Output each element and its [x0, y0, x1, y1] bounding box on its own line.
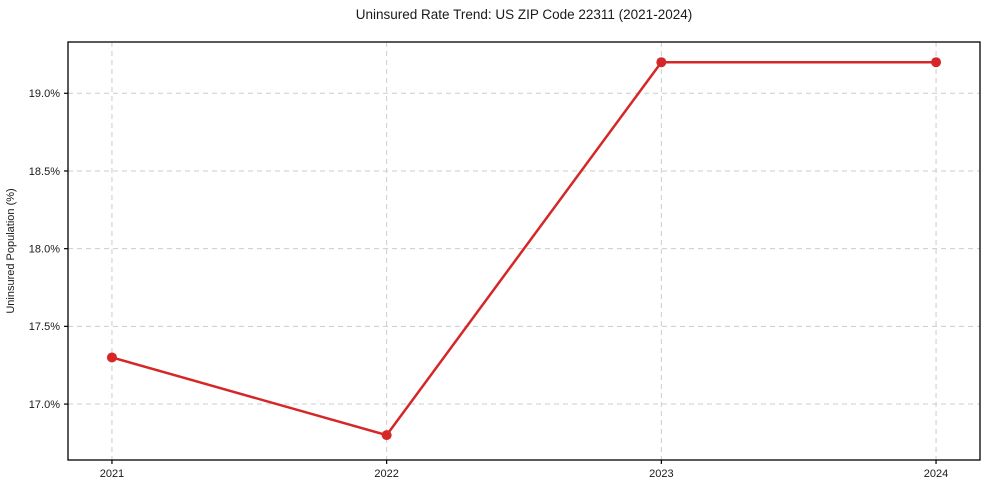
x-tick-label: 2022 — [374, 468, 398, 480]
y-tick-label: 18.5% — [29, 166, 60, 178]
chart-title: Uninsured Rate Trend: US ZIP Code 22311 … — [356, 7, 692, 22]
series-layer — [106, 57, 942, 441]
data-point-marker — [106, 352, 117, 363]
data-point-marker — [381, 430, 392, 441]
trend-line — [110, 60, 938, 437]
y-tick-label: 19.0% — [29, 88, 60, 100]
grid-layer — [68, 42, 980, 460]
y-tick-label: 17.0% — [29, 399, 60, 411]
y-axis-title: Uninsured Population (%) — [5, 188, 17, 313]
axis-frame — [67, 41, 981, 461]
axes-layer: 2021 2022 2023 2024 17.0% 17.5% 18.0% 18.5% 19.0… — [29, 41, 981, 480]
y-tick-label: 18.0% — [29, 243, 60, 255]
x-tick-label: 2023 — [649, 468, 673, 480]
data-point-marker — [656, 57, 667, 68]
x-tick-label: 2024 — [924, 468, 948, 480]
x-tick-label: 2021 — [100, 468, 124, 480]
y-tick-label: 17.5% — [29, 321, 60, 333]
data-point-marker — [931, 57, 942, 68]
